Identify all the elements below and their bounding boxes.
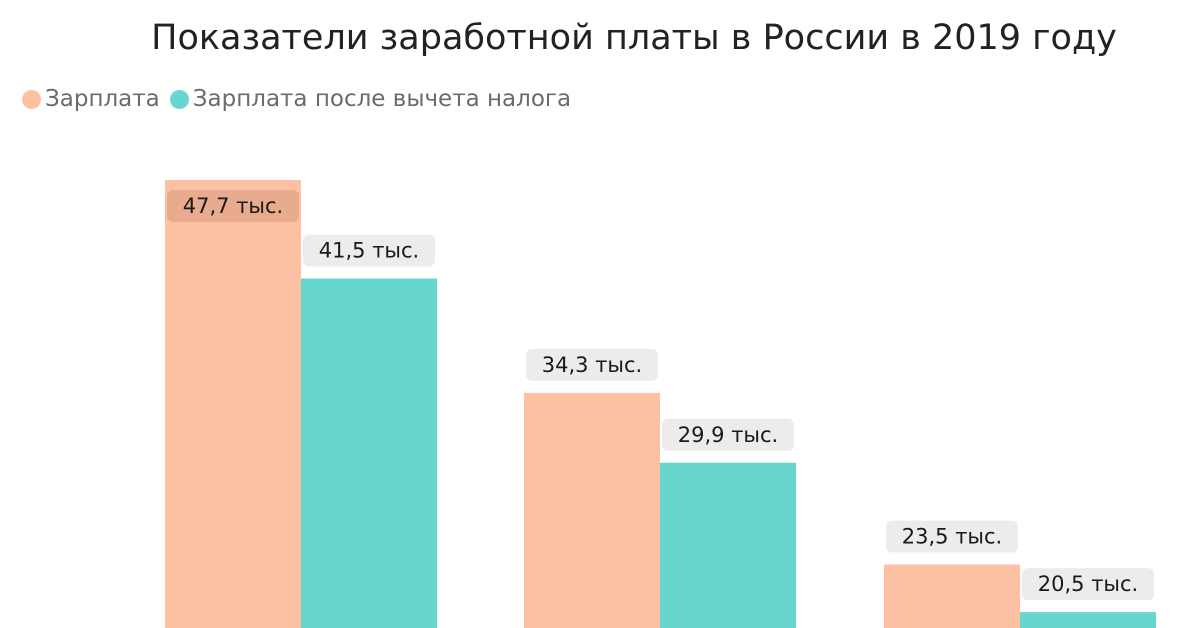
data-label-text: 29,9 тыс. xyxy=(678,423,778,447)
data-label-s1-g2: 20,5 тыс. xyxy=(1022,568,1154,601)
bar-s0-g1[interactable] xyxy=(524,392,660,628)
data-label-s1-g0: 41,5 тыс. xyxy=(303,234,435,267)
legend-item-salary[interactable]: Зарплата xyxy=(22,86,160,112)
data-label-s1-g1: 29,9 тыс. xyxy=(662,418,794,451)
data-label-box xyxy=(662,418,794,451)
legend-swatch-salary xyxy=(22,89,41,109)
legend-label-salary-after-tax: Зарплата после вычета налога xyxy=(192,86,572,112)
data-label-text: 41,5 тыс. xyxy=(319,238,419,262)
data-label-s0-g2: 23,5 тыс. xyxy=(886,520,1018,553)
data-label-box xyxy=(167,190,299,222)
data-label-box xyxy=(1022,568,1154,601)
data-label-box xyxy=(526,348,658,381)
data-label-text: 23,5 тыс. xyxy=(902,524,1002,548)
bar-s1-g1[interactable] xyxy=(660,462,796,628)
bar-s0-g0[interactable] xyxy=(165,180,301,628)
data-label-s0-g0: 47,7 тыс. xyxy=(167,190,299,222)
data-label-text: 20,5 тыс. xyxy=(1038,572,1138,596)
legend-swatch-salary-after-tax xyxy=(169,89,189,109)
data-label-text: 34,3 тыс. xyxy=(542,353,642,377)
bar-s1-g0[interactable] xyxy=(301,278,437,628)
legend: Зарплата Зарплата после вычета налога xyxy=(22,86,581,112)
data-label-text: 47,7 тыс. xyxy=(183,194,283,218)
bar-s0-g2[interactable] xyxy=(884,564,1020,628)
data-label-box xyxy=(886,520,1018,553)
legend-label-salary: Зарплата xyxy=(45,86,160,112)
legend-item-salary-after-tax[interactable]: Зарплата после вычета налога xyxy=(169,86,572,112)
data-label-s0-g1: 34,3 тыс. xyxy=(526,348,658,381)
bar-s1-g2[interactable] xyxy=(1020,612,1156,628)
chart-title: Показатели заработной платы в России в 2… xyxy=(151,18,1117,58)
data-label-box xyxy=(303,234,435,267)
